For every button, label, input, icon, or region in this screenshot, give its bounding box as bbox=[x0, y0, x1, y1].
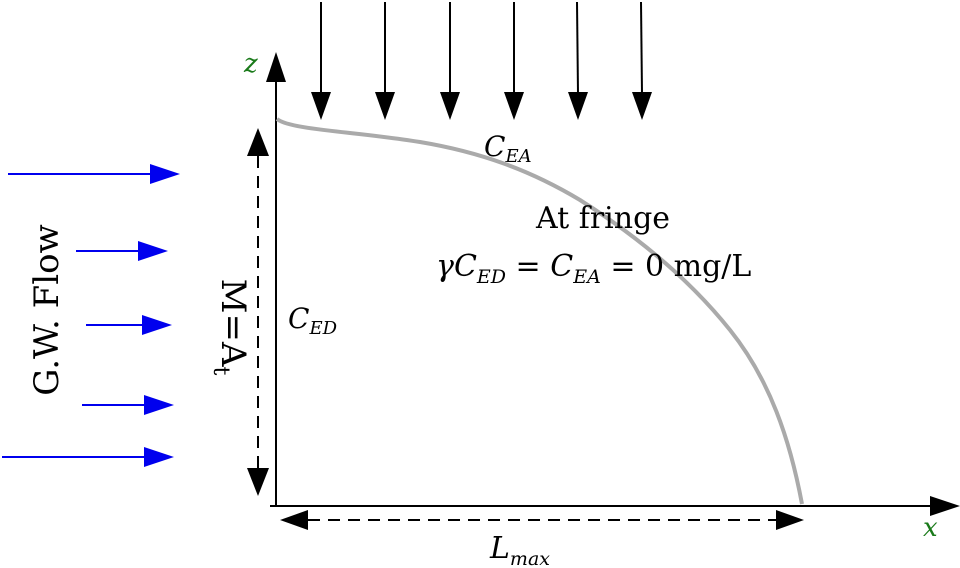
down-arrow bbox=[440, 2, 460, 120]
length-dimension-arrow bbox=[280, 510, 804, 530]
flow-arrow bbox=[82, 395, 174, 415]
plume-fringe-curve bbox=[275, 117, 804, 505]
flow-arrow bbox=[2, 447, 174, 467]
c-ed-label: CED bbox=[288, 302, 338, 339]
m-equals-at-label: M=At bbox=[208, 279, 253, 376]
vertical-inflow-arrows bbox=[311, 1, 652, 120]
gw-flow-label: G.W. Flow bbox=[27, 224, 67, 395]
flow-arrow bbox=[86, 315, 172, 335]
x-axis-label: x bbox=[923, 513, 938, 543]
flow-arrow bbox=[76, 241, 168, 261]
z-axis-label: z bbox=[243, 49, 258, 79]
groundwater-flow-arrows bbox=[2, 164, 180, 467]
x-axis bbox=[270, 496, 960, 516]
flow-arrow bbox=[8, 164, 180, 184]
fringe-title: At fringe bbox=[535, 201, 670, 236]
fringe-equation: γCED = CEA = 0 mg/L bbox=[436, 249, 751, 288]
down-arrow bbox=[311, 2, 331, 120]
down-arrow bbox=[375, 2, 395, 120]
z-axis bbox=[266, 52, 286, 506]
down-arrow bbox=[568, 1, 588, 120]
c-ea-label: CEA bbox=[484, 130, 532, 167]
height-dimension-arrow bbox=[247, 128, 269, 496]
down-arrow bbox=[504, 2, 524, 120]
down-arrow bbox=[632, 1, 652, 120]
l-max-label: Lmax bbox=[489, 531, 550, 568]
